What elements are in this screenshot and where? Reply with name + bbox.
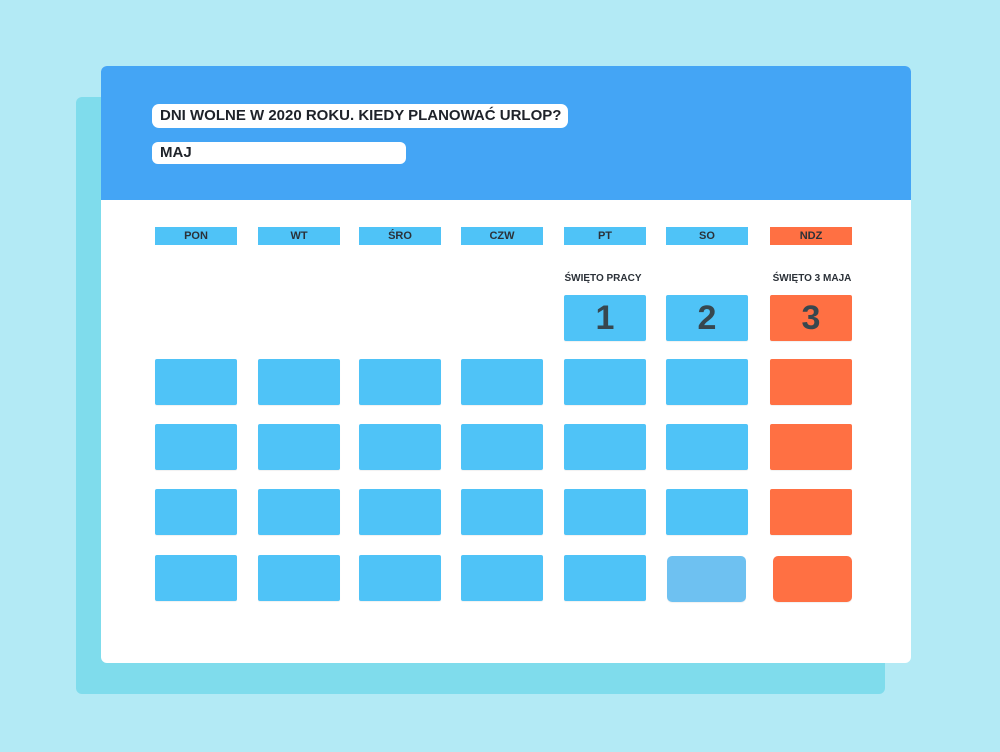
weekday-fri: PT — [564, 227, 646, 245]
day-cell-2[interactable]: 2 — [666, 295, 748, 341]
day-cell[interactable] — [461, 359, 543, 405]
day-cell-sunday[interactable] — [770, 424, 852, 470]
day-cell[interactable] — [461, 489, 543, 535]
day-cell[interactable] — [359, 489, 441, 535]
day-cell-sunday[interactable] — [770, 489, 852, 535]
day-cell[interactable] — [359, 359, 441, 405]
calendar-card: DNI WOLNE W 2020 ROKU. KIEDY PLANOWAĆ UR… — [101, 66, 911, 663]
day-cell[interactable] — [155, 359, 237, 405]
month-label: MAJ — [152, 142, 406, 164]
day-cell-sunday[interactable] — [773, 556, 852, 602]
holiday-label-constitution-day: ŚWIĘTO 3 MAJA — [772, 273, 852, 284]
day-cell[interactable] — [564, 489, 646, 535]
day-cell[interactable] — [666, 489, 748, 535]
day-cell-3[interactable]: 3 — [770, 295, 852, 341]
weekday-wed: ŚRO — [359, 227, 441, 245]
day-cell-1[interactable]: 1 — [564, 295, 646, 341]
day-cell[interactable] — [155, 489, 237, 535]
day-cell[interactable] — [258, 424, 340, 470]
day-cell[interactable] — [155, 424, 237, 470]
day-cell-sunday[interactable] — [770, 359, 852, 405]
weekday-sun: NDZ — [770, 227, 852, 245]
day-cell[interactable] — [359, 424, 441, 470]
day-cell[interactable] — [359, 555, 441, 601]
day-cell[interactable] — [155, 555, 237, 601]
day-number: 3 — [801, 299, 821, 337]
day-cell[interactable] — [666, 359, 748, 405]
day-number: 2 — [697, 299, 717, 337]
day-cell[interactable] — [666, 424, 748, 470]
day-cell[interactable] — [258, 555, 340, 601]
day-cell[interactable] — [564, 424, 646, 470]
weekday-mon: PON — [155, 227, 237, 245]
day-cell[interactable] — [564, 555, 646, 601]
weekday-thu: CZW — [461, 227, 543, 245]
weekday-sat: SO — [666, 227, 748, 245]
day-cell[interactable] — [258, 359, 340, 405]
day-cell-saturday-highlighted[interactable] — [667, 556, 746, 602]
day-number: 1 — [595, 299, 615, 337]
day-cell[interactable] — [461, 555, 543, 601]
calendar-header: DNI WOLNE W 2020 ROKU. KIEDY PLANOWAĆ UR… — [101, 66, 911, 200]
holiday-label-labour-day: ŚWIĘTO PRACY — [564, 273, 642, 284]
day-cell[interactable] — [258, 489, 340, 535]
day-cell[interactable] — [461, 424, 543, 470]
page-title: DNI WOLNE W 2020 ROKU. KIEDY PLANOWAĆ UR… — [152, 104, 569, 128]
weekday-tue: WT — [258, 227, 340, 245]
day-cell[interactable] — [564, 359, 646, 405]
